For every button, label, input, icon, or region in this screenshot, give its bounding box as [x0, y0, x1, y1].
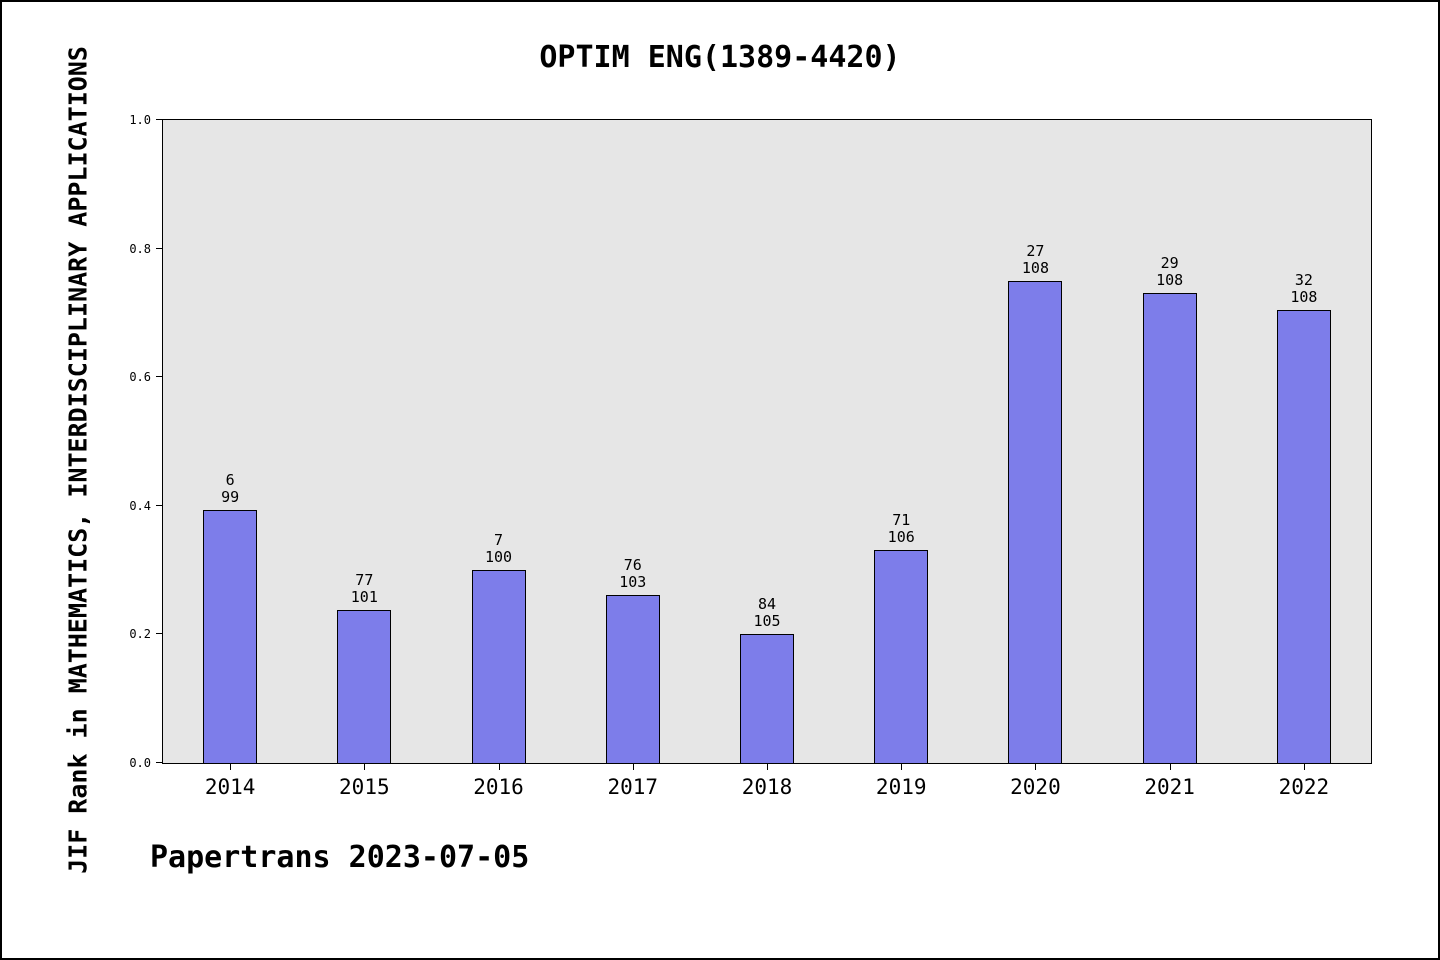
bar-value-label: 77 101 — [319, 570, 409, 607]
bar-rank: 32 — [1294, 270, 1313, 289]
bar-rank: 27 — [1026, 241, 1045, 260]
x-tick-label: 2017 — [607, 775, 659, 799]
x-tick-label: 2020 — [1010, 775, 1061, 799]
bar-total: 103 — [619, 572, 647, 591]
x-tick-label: 2015 — [339, 775, 390, 799]
bar-total: 108 — [1021, 258, 1049, 277]
bar-total: 108 — [1290, 287, 1318, 306]
x-tick-mark — [901, 763, 903, 770]
bar-rank: 29 — [1160, 253, 1179, 272]
bar-total: 100 — [485, 547, 513, 566]
x-tick-mark — [1169, 763, 1171, 770]
x-tick-mark — [1035, 763, 1037, 770]
bar-value-label: 7 100 — [454, 530, 544, 567]
x-tick-mark — [230, 763, 232, 770]
x-tick-label: 2014 — [204, 775, 256, 799]
y-tick-label: 1.0 — [129, 113, 151, 127]
bar — [1008, 281, 1063, 763]
bar-rank: 76 — [623, 555, 642, 574]
bar-rank: 6 — [225, 470, 235, 489]
bar — [605, 595, 660, 763]
y-tick-mark — [156, 633, 163, 635]
bar-value-label: 6 99 — [185, 470, 275, 507]
chart-title: OPTIM ENG(1389-4420) — [539, 40, 901, 75]
y-tick-label: 0.2 — [129, 627, 151, 642]
bar-rank: 84 — [757, 594, 777, 613]
y-tick-mark — [156, 762, 163, 763]
bar — [740, 634, 794, 763]
y-tick-label: 0.6 — [129, 370, 151, 385]
bar — [1276, 310, 1331, 763]
y-tick-mark — [156, 247, 163, 249]
bar — [1142, 293, 1197, 763]
bar-value-label: 27 108 — [990, 241, 1080, 278]
bar-total: 101 — [350, 587, 378, 606]
x-tick-label: 2022 — [1278, 775, 1330, 799]
bar-rank: 7 — [494, 530, 504, 549]
y-tick-label: 0.0 — [129, 756, 151, 770]
bar-value-label: 29 108 — [1125, 253, 1215, 290]
bar — [874, 550, 929, 763]
footer-text: Papertrans 2023-07-05 — [150, 840, 530, 875]
y-axis-label: JIF Rank in MATHEMATICS, INTERDISCIPLINA… — [63, 46, 93, 874]
bar — [203, 510, 258, 763]
bar-total: 105 — [753, 611, 781, 630]
bar-total: 99 — [221, 487, 240, 506]
bar-rank: 77 — [355, 570, 374, 589]
x-tick-mark — [1303, 763, 1305, 770]
x-tick-mark — [364, 763, 366, 770]
y-tick-mark — [156, 119, 163, 120]
bar-value-label: 76 103 — [588, 555, 678, 592]
bar-total: 108 — [1156, 270, 1184, 289]
x-tick-mark — [767, 763, 768, 770]
x-tick-label: 2018 — [741, 775, 793, 799]
y-tick-label: 0.8 — [129, 241, 151, 256]
plot-area: 6 99 2014 77 101 2015 7 100 2016 76 103 2017 84 105 20… — [129, 113, 1372, 799]
x-tick-mark — [632, 763, 634, 770]
x-tick-mark — [498, 763, 500, 770]
x-tick-label: 2016 — [473, 775, 524, 799]
y-tick-label: 0.4 — [129, 498, 151, 513]
bar-total: 106 — [887, 527, 915, 546]
x-tick-label: 2019 — [875, 775, 927, 799]
bar — [471, 570, 526, 763]
bar-rank: 71 — [892, 510, 911, 529]
x-tick-label: 2021 — [1144, 775, 1195, 799]
bar — [337, 610, 392, 763]
bar-value-label: 71 106 — [856, 510, 946, 547]
y-tick-mark — [156, 504, 163, 506]
bar-value-label: 32 108 — [1259, 270, 1349, 307]
y-tick-mark — [156, 376, 163, 378]
bar-value-label: 84 105 — [722, 594, 812, 631]
